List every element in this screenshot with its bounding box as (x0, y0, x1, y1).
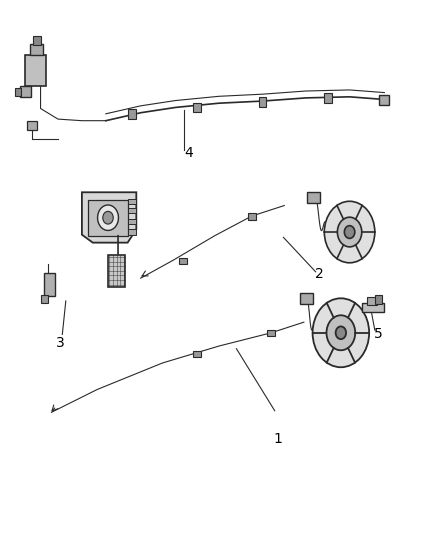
Bar (20, 86, 31, 97)
Circle shape (324, 201, 375, 263)
Bar (193, 103, 201, 112)
Bar (128, 208, 136, 214)
Circle shape (337, 217, 362, 247)
Polygon shape (82, 192, 136, 243)
Bar (307, 192, 321, 203)
Bar (258, 98, 266, 107)
Circle shape (98, 205, 118, 230)
Bar (33, 36, 41, 45)
Bar (375, 295, 382, 304)
Bar (15, 88, 21, 96)
Polygon shape (108, 255, 125, 287)
Bar (88, 200, 127, 236)
Text: 5: 5 (374, 327, 382, 341)
Bar (180, 258, 187, 264)
Text: 4: 4 (184, 146, 193, 159)
Circle shape (103, 212, 113, 224)
Circle shape (313, 298, 369, 367)
Text: 2: 2 (315, 268, 324, 281)
Bar (300, 293, 313, 304)
Circle shape (326, 316, 355, 350)
Bar (25, 55, 46, 86)
Bar (128, 229, 136, 235)
Text: 3: 3 (56, 336, 64, 350)
Bar (362, 303, 384, 312)
Circle shape (344, 225, 355, 238)
Bar (324, 93, 332, 103)
Bar (44, 273, 55, 296)
Bar (128, 199, 136, 205)
Bar (27, 121, 37, 130)
Bar (367, 297, 377, 305)
Bar (248, 214, 255, 220)
Text: 1: 1 (273, 432, 282, 446)
Bar (128, 219, 136, 224)
Bar (41, 295, 48, 303)
Bar (193, 351, 201, 357)
Bar (30, 44, 43, 55)
Bar (379, 95, 389, 105)
Bar (267, 330, 275, 336)
Circle shape (336, 326, 346, 339)
Bar (128, 109, 136, 118)
